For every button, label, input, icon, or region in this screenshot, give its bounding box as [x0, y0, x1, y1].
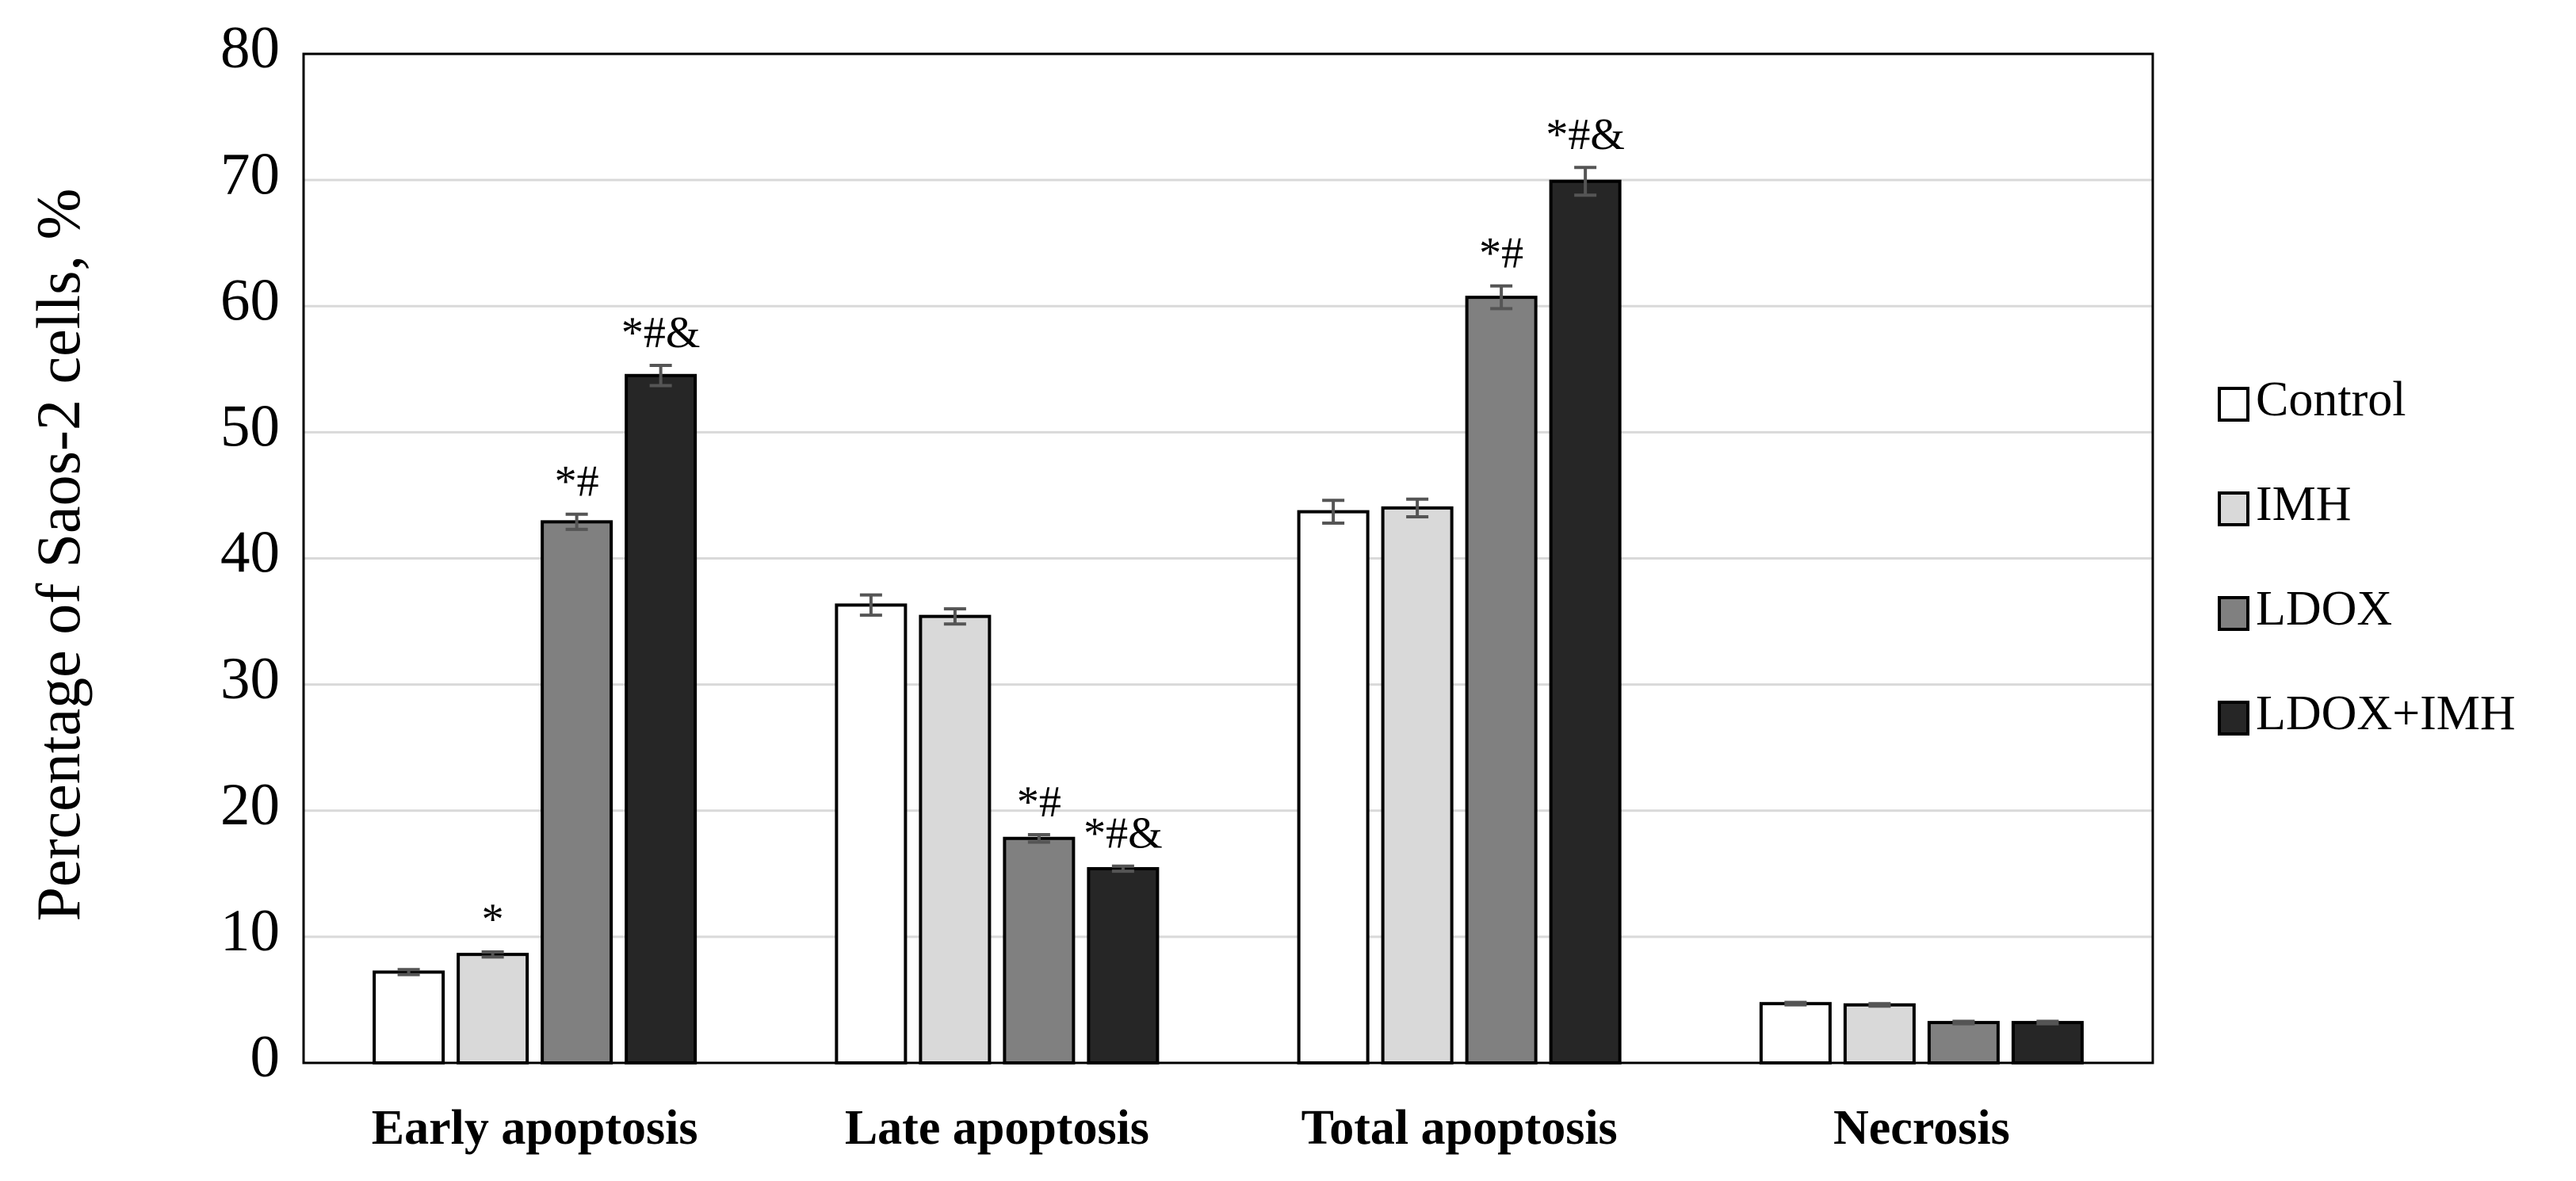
y-tick-label: 70: [220, 141, 280, 207]
error-bar: [397, 968, 420, 977]
error-bar: [1574, 166, 1597, 197]
y-tick-label: 20: [220, 772, 280, 838]
y-tick-label: 30: [220, 646, 280, 712]
error-bar: [1784, 1000, 1807, 1007]
bar: [457, 953, 529, 1064]
legend-label: LDOX: [2256, 582, 2392, 636]
y-tick-label: 0: [250, 1024, 281, 1090]
error-bar: [1490, 284, 1513, 311]
error-bar: [1406, 497, 1429, 518]
y-tick-label: 60: [220, 267, 280, 333]
y-tick-label: 10: [220, 898, 280, 964]
significance-label: *#&: [1084, 809, 1163, 858]
bar: [1381, 506, 1454, 1064]
plot-frame: [302, 52, 2154, 1064]
bar: [919, 614, 992, 1064]
legend-swatch: [2218, 387, 2249, 422]
bar: [835, 603, 908, 1064]
bar: [1549, 179, 1622, 1064]
legend-swatch: [2218, 701, 2249, 736]
y-tick-label: 50: [220, 394, 280, 460]
legend-label: IMH: [2256, 477, 2352, 531]
significance-label: *#&: [1546, 110, 1625, 159]
x-tick-label: Early apoptosis: [372, 1101, 698, 1155]
error-bar: [1027, 832, 1050, 844]
bar: [1297, 510, 1370, 1064]
x-tick-label: Necrosis: [1833, 1101, 2010, 1155]
legend-label: LDOX+IMH: [2256, 686, 2516, 740]
error-bar: [481, 950, 504, 959]
error-bar: [649, 364, 672, 388]
bar: [1759, 1002, 1832, 1065]
x-tick-label: Total apoptosis: [1301, 1101, 1618, 1155]
error-bar: [1111, 864, 1134, 873]
error-bar: [1322, 499, 1345, 525]
error-bar: [943, 607, 966, 626]
bar: [1843, 1003, 1916, 1064]
legend-swatch: [2218, 491, 2249, 526]
legend-label: Control: [2256, 373, 2406, 426]
bar: [1087, 866, 1160, 1065]
y-tick-label: 40: [220, 520, 280, 586]
x-tick-label: Late apoptosis: [845, 1101, 1149, 1155]
y-tick-label: 80: [220, 15, 280, 81]
significance-label: *: [482, 895, 504, 944]
error-bar: [1952, 1019, 1975, 1026]
significance-label: *#: [1017, 778, 1061, 827]
significance-label: *#: [1479, 229, 1523, 278]
y-axis-title: Percentage of Saos-2 cells, %: [24, 189, 93, 922]
significance-label: *#: [555, 457, 599, 506]
bar: [1927, 1021, 2000, 1064]
error-bar: [2036, 1019, 2059, 1026]
bar: [541, 520, 613, 1064]
error-bar: [1868, 1002, 1891, 1008]
legend-swatch: [2218, 596, 2249, 631]
bar: [1465, 296, 1538, 1064]
bar: [373, 970, 445, 1065]
error-bar: [859, 593, 882, 617]
error-bar: [565, 512, 588, 531]
bar: [1003, 836, 1076, 1064]
significance-label: *#&: [621, 308, 701, 357]
bar: [2011, 1021, 2084, 1064]
bar: [625, 373, 698, 1064]
